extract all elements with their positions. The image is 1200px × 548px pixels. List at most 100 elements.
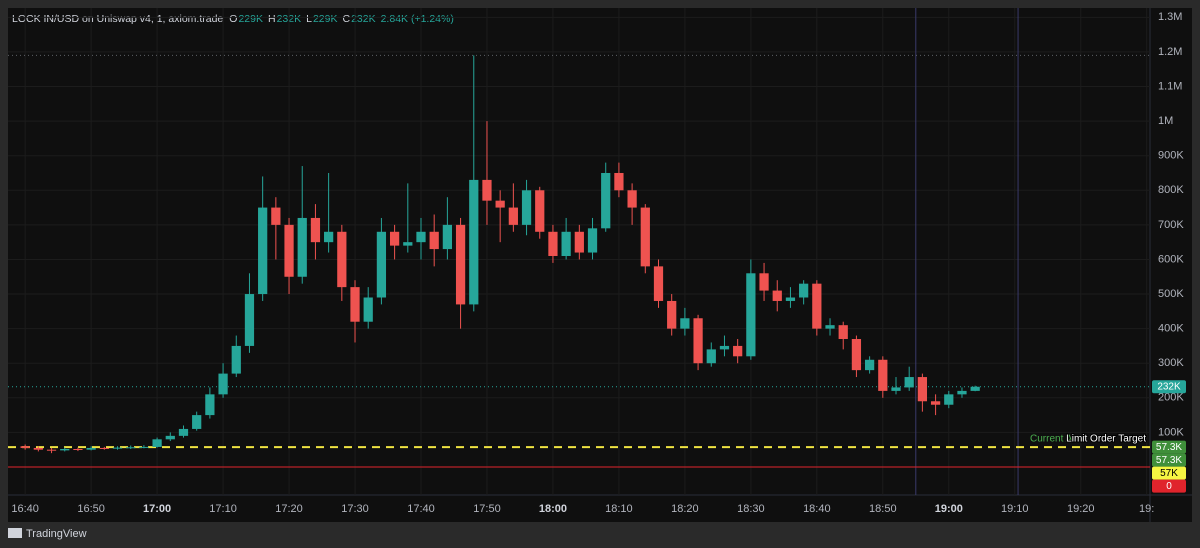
grid bbox=[8, 8, 1150, 495]
candle-body bbox=[614, 172, 624, 191]
x-tick-label: 18:10 bbox=[605, 503, 633, 515]
candle-body bbox=[930, 401, 941, 405]
candle-body bbox=[799, 283, 809, 298]
y-tick-label: 700K bbox=[1158, 219, 1184, 231]
y-tick-label: 400K bbox=[1158, 323, 1184, 335]
candle-body bbox=[297, 217, 307, 277]
candle-body bbox=[785, 297, 796, 301]
candle-body bbox=[403, 242, 413, 246]
x-tick-label: 17:40 bbox=[407, 503, 435, 515]
candle-body bbox=[178, 428, 189, 436]
candle-body bbox=[508, 207, 518, 225]
x-tick-label: 18:00 bbox=[539, 503, 567, 515]
candle-body bbox=[363, 297, 373, 322]
y-tick-label: 600K bbox=[1158, 253, 1184, 265]
header-text: 2.84K (+1.24%) bbox=[381, 13, 454, 25]
x-tick-label: 19: bbox=[1139, 503, 1154, 515]
y-tick-label: 900K bbox=[1158, 150, 1184, 162]
x-tick-label: 17:10 bbox=[209, 503, 237, 515]
candle-body bbox=[205, 394, 215, 416]
candle-body bbox=[376, 231, 387, 298]
candle-body bbox=[389, 231, 400, 246]
candle-body bbox=[574, 231, 584, 253]
candle-body bbox=[838, 325, 848, 340]
y-tick-label: 300K bbox=[1158, 357, 1184, 369]
candle-body bbox=[86, 447, 96, 450]
candle-body bbox=[917, 377, 928, 402]
y-tick-label: 800K bbox=[1158, 184, 1184, 196]
candle-body bbox=[521, 190, 532, 225]
header-text: O bbox=[229, 13, 237, 25]
footer-brand: TradingView bbox=[26, 528, 87, 540]
candle-body bbox=[152, 439, 162, 447]
candle-body bbox=[139, 446, 149, 448]
candle-body bbox=[429, 231, 439, 250]
price-tag: 57K bbox=[1152, 466, 1186, 480]
x-tick-label: 17:00 bbox=[143, 503, 171, 515]
x-tick-label: 19:00 bbox=[935, 503, 963, 515]
candle-body bbox=[627, 190, 637, 208]
candle-body bbox=[561, 231, 571, 256]
x-tick-label: 17:20 bbox=[275, 503, 303, 515]
candle-body bbox=[218, 373, 228, 395]
candle-body bbox=[33, 447, 43, 450]
price-tag-box bbox=[1152, 453, 1186, 467]
header-text: 229K bbox=[238, 13, 263, 25]
y-tick-label: 1.1M bbox=[1158, 80, 1182, 92]
price-tag-label: 57.3K bbox=[1156, 442, 1182, 453]
candle-body bbox=[442, 224, 453, 250]
candle-body bbox=[970, 386, 980, 391]
price-tag-box bbox=[1152, 440, 1186, 454]
candle-body bbox=[60, 448, 70, 451]
x-tick-label: 17:30 bbox=[341, 503, 369, 515]
price-tag-box bbox=[1152, 466, 1186, 480]
x-tick-label: 18:30 bbox=[737, 503, 765, 515]
candle-body bbox=[733, 345, 743, 357]
y-tick-label: 500K bbox=[1158, 288, 1184, 300]
candle-body bbox=[587, 228, 598, 253]
candle-body bbox=[812, 283, 822, 329]
annotation: Current A bbox=[1030, 434, 1073, 445]
x-tick-label: 18:40 bbox=[803, 503, 831, 515]
annotation: Limit Order Target bbox=[1066, 434, 1146, 445]
candle-body bbox=[324, 231, 334, 243]
y-tick-label: 1.2M bbox=[1158, 46, 1182, 58]
candle-body bbox=[416, 231, 426, 243]
header-text: H bbox=[268, 13, 276, 25]
candle-body bbox=[46, 449, 57, 451]
x-tick-label: 18:50 bbox=[869, 503, 897, 515]
candle-body bbox=[112, 447, 123, 449]
price-tag-box bbox=[1152, 380, 1186, 394]
candle-body bbox=[310, 217, 321, 243]
price-tag-label: 0 bbox=[1166, 481, 1172, 492]
candle-body bbox=[455, 224, 466, 305]
price-tag-label: 232K bbox=[1157, 381, 1181, 392]
candle-body bbox=[904, 377, 914, 388]
candle-body bbox=[482, 179, 492, 201]
candle-body bbox=[601, 172, 611, 229]
candle-body bbox=[271, 207, 281, 225]
candle-body bbox=[944, 394, 954, 405]
candle-body bbox=[244, 294, 255, 346]
candle-body bbox=[548, 231, 558, 256]
x-tick-label: 19:20 bbox=[1067, 503, 1095, 515]
candle-body bbox=[73, 448, 83, 450]
price-tag: 57.3K bbox=[1152, 453, 1186, 467]
candle-body bbox=[878, 359, 888, 391]
candle-body bbox=[667, 300, 677, 329]
price-tag: 0 bbox=[1152, 479, 1186, 493]
price-tag-box bbox=[1152, 479, 1186, 493]
header-text: LOCK IN/USD on Uniswap v4, 1, axiom.trad… bbox=[12, 13, 223, 25]
candle-body bbox=[640, 207, 650, 267]
price-tag: 57.3K bbox=[1152, 440, 1186, 454]
candle-body bbox=[693, 318, 703, 364]
y-tick-label: 1M bbox=[1158, 115, 1173, 127]
candle-body bbox=[258, 207, 268, 295]
candle-body bbox=[772, 290, 782, 301]
candle-body bbox=[825, 325, 835, 329]
candle-body bbox=[192, 415, 202, 429]
price-tag: 232K bbox=[1152, 380, 1186, 394]
header-text: C bbox=[342, 13, 350, 25]
candle-body bbox=[165, 435, 175, 440]
header-text: 232K bbox=[351, 13, 376, 25]
